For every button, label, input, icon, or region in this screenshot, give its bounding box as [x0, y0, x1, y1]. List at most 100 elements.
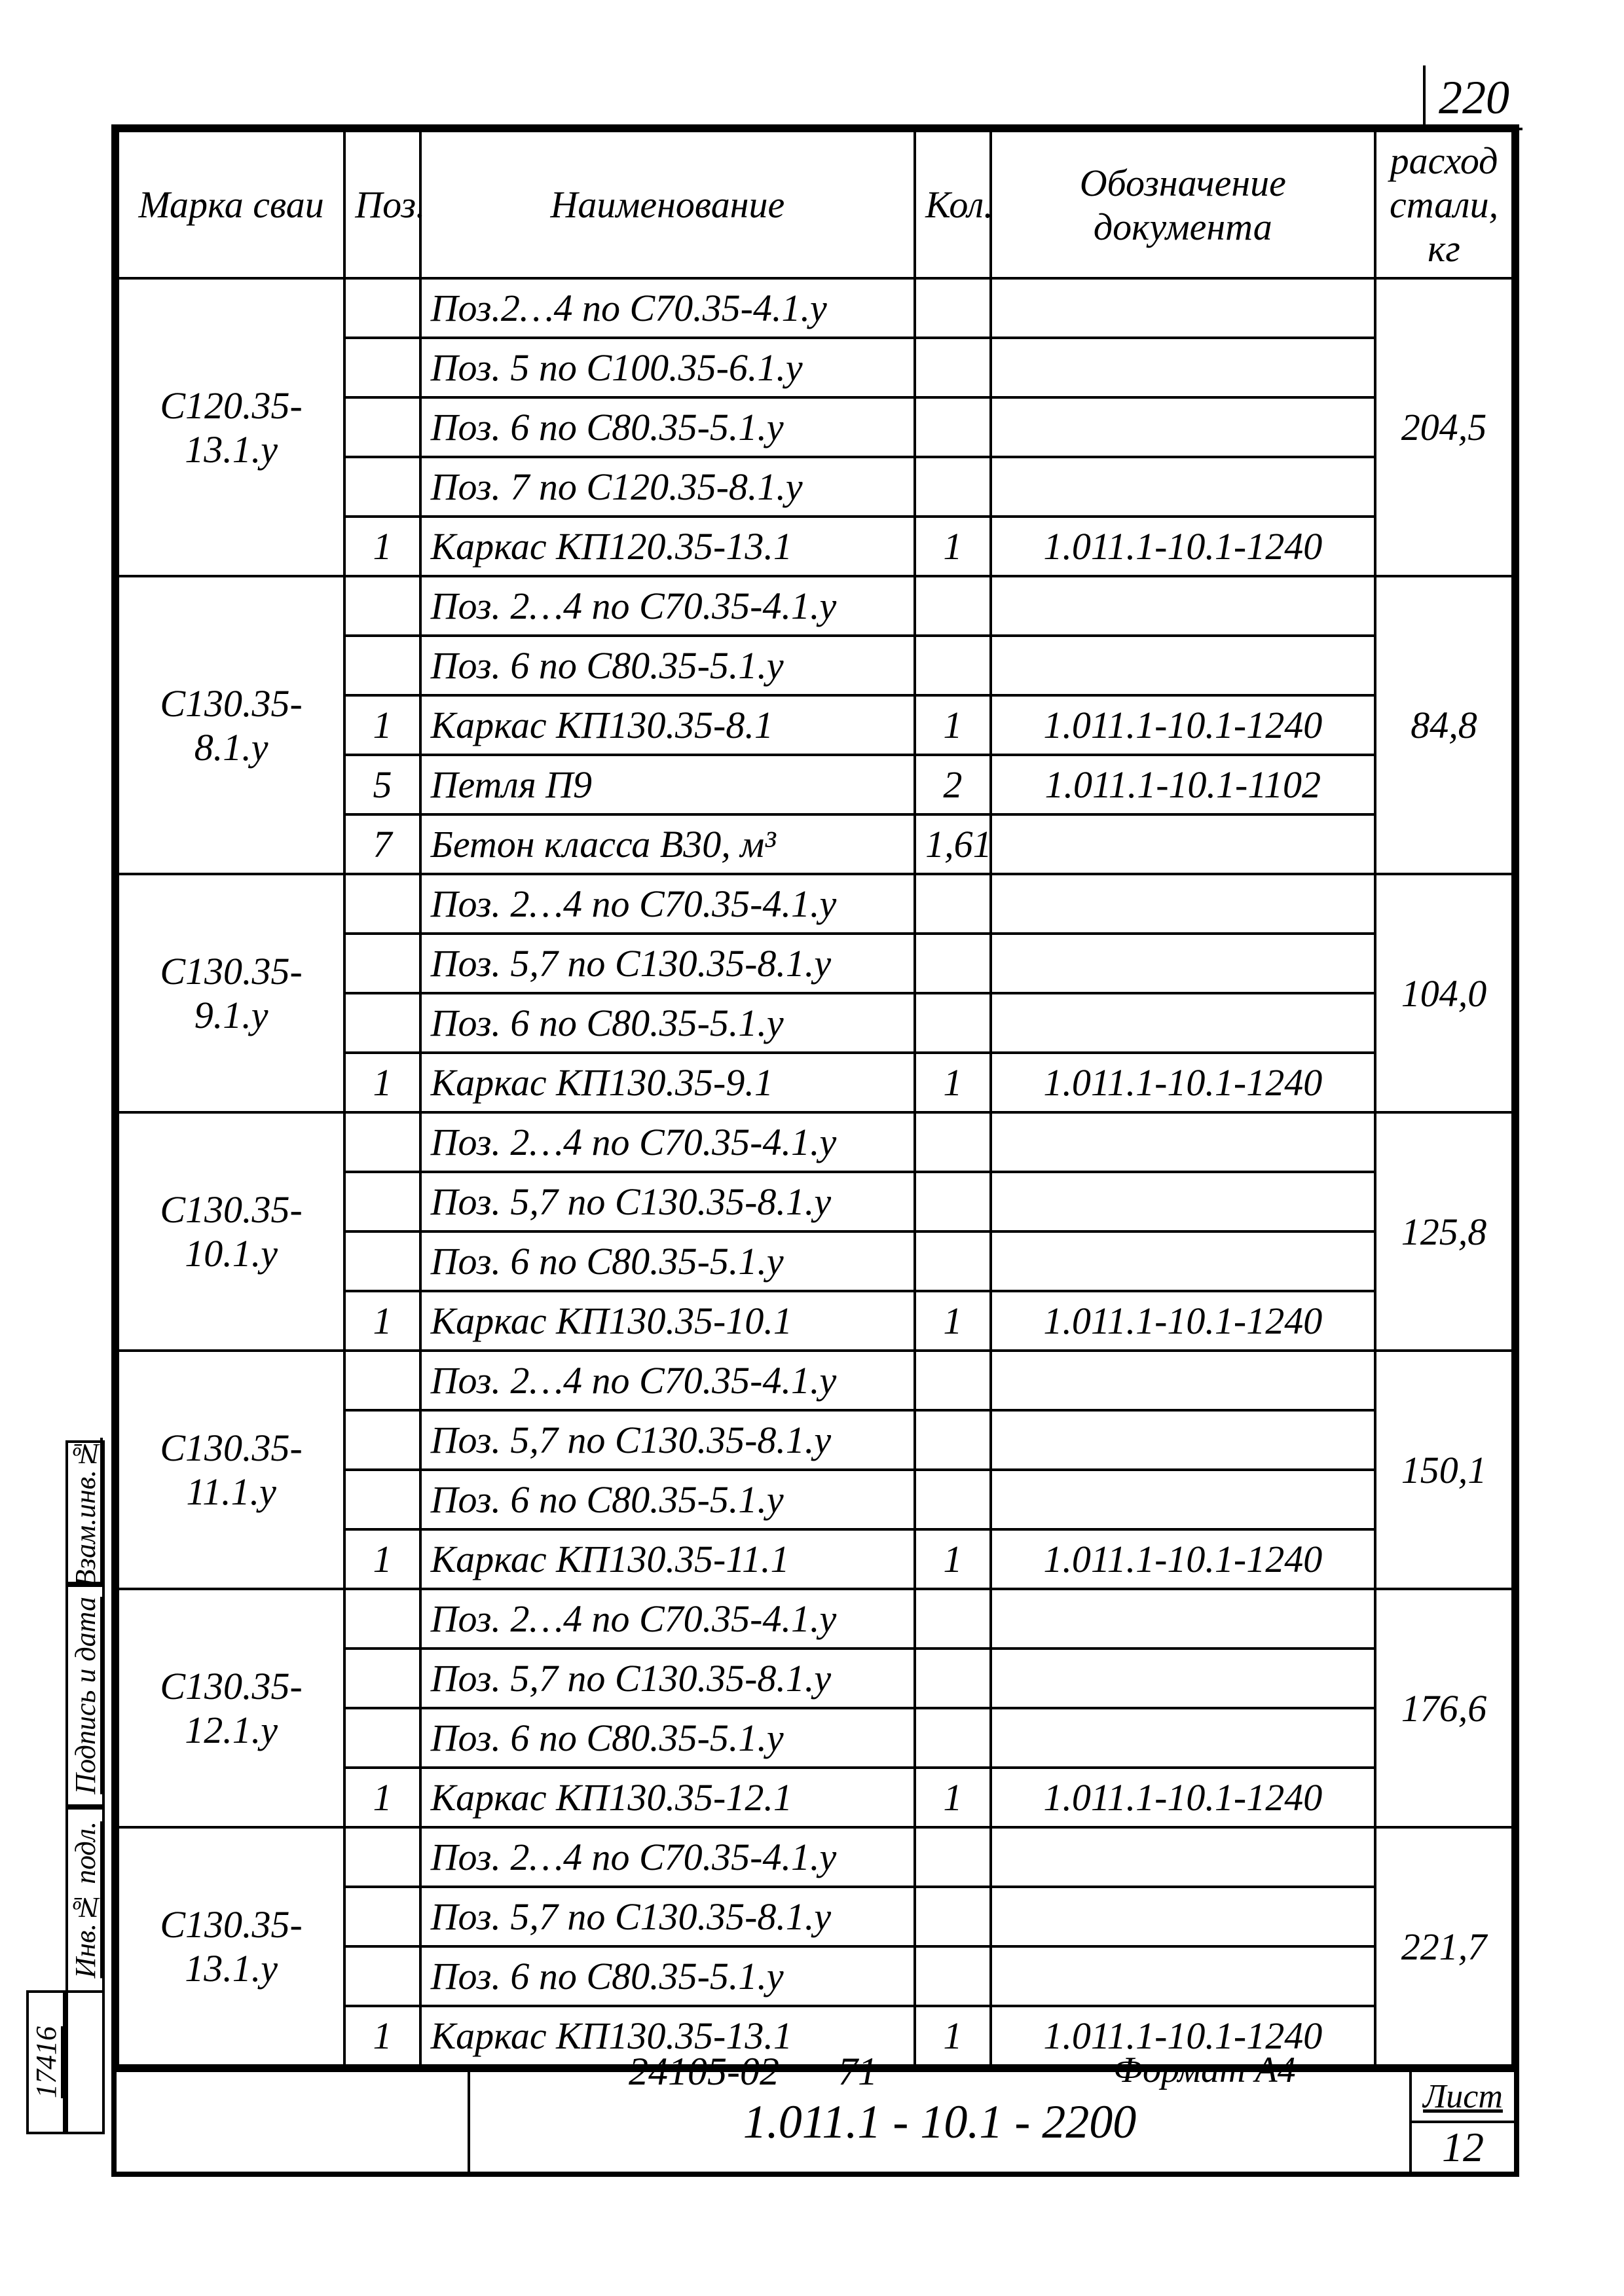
kol-cell — [915, 934, 990, 993]
kol-cell — [915, 278, 990, 338]
stamp-inv-podl: Инв.№ подл. — [65, 1807, 105, 1990]
table-row: С130.35-9.1.уПоз. 2…4 по С70.35-4.1.у104… — [118, 874, 1513, 934]
name-cell: Поз. 2…4 по С70.35-4.1.у — [420, 576, 915, 636]
poz-cell — [344, 457, 420, 517]
kol-cell — [915, 636, 990, 695]
doc-cell — [991, 576, 1376, 636]
doc-cell: 1.011.1-10.1-1240 — [991, 695, 1376, 755]
doc-cell — [991, 1649, 1376, 1708]
name-cell: Поз. 2…4 по С70.35-4.1.у — [420, 1589, 915, 1649]
header-poz: Поз. — [344, 131, 420, 278]
marka-cell: С120.35-13.1.у — [118, 278, 344, 576]
doc-cell: 1.011.1-10.1-1240 — [991, 1768, 1376, 1827]
kol-cell: 1,61 — [915, 814, 990, 874]
poz-cell: 1 — [344, 517, 420, 576]
poz-cell — [344, 1589, 420, 1649]
name-cell: Поз. 5,7 по С130.35-8.1.у — [420, 1649, 915, 1708]
poz-cell: 1 — [344, 1053, 420, 1112]
poz-cell — [344, 576, 420, 636]
header-marka: Марка сваи — [118, 131, 344, 278]
stamp-inv-value: 17416 — [26, 1990, 65, 2134]
doc-cell — [991, 1589, 1376, 1649]
stamp-inv-podl-blank — [65, 1990, 105, 2134]
kol-cell — [915, 338, 990, 397]
poz-cell — [344, 1827, 420, 1887]
kol-cell: 1 — [915, 1291, 990, 1351]
doc-cell — [991, 1708, 1376, 1768]
poz-cell — [344, 278, 420, 338]
doc-cell: 1.011.1-10.1-1240 — [991, 1053, 1376, 1112]
poz-cell: 1 — [344, 695, 420, 755]
poz-cell: 5 — [344, 755, 420, 814]
doc-cell — [991, 457, 1376, 517]
kol-cell — [915, 1589, 990, 1649]
doc-cell — [991, 1946, 1376, 2006]
kol-cell: 2 — [915, 755, 990, 814]
kol-cell — [915, 874, 990, 934]
name-cell: Поз.2…4 по С70.35-4.1.у — [420, 278, 915, 338]
title-block-stub — [117, 2072, 470, 2172]
kol-cell — [915, 1172, 990, 1231]
name-cell: Поз. 6 по С80.35-5.1.у — [420, 1470, 915, 1529]
name-cell: Поз. 2…4 по С70.35-4.1.у — [420, 1112, 915, 1172]
header-doc: Обозначение документа — [991, 131, 1376, 278]
header-row: Марка сваи Поз. Наименование Кол. Обозна… — [118, 131, 1513, 278]
kol-cell: 1 — [915, 1053, 990, 1112]
kol-cell — [915, 1351, 990, 1410]
table-row: С130.35-10.1.уПоз. 2…4 по С70.35-4.1.у12… — [118, 1112, 1513, 1172]
kol-cell — [915, 1470, 990, 1529]
kol-cell — [915, 576, 990, 636]
doc-cell: 1.011.1-10.1-1240 — [991, 1291, 1376, 1351]
kol-cell — [915, 1410, 990, 1470]
poz-cell — [344, 397, 420, 457]
name-cell: Поз. 5,7 по С130.35-8.1.у — [420, 934, 915, 993]
header-steel: расход стали, кг — [1375, 131, 1513, 278]
name-cell: Поз. 6 по С80.35-5.1.у — [420, 636, 915, 695]
doc-cell — [991, 1410, 1376, 1470]
table-row: С130.35-8.1.уПоз. 2…4 по С70.35-4.1.у84,… — [118, 576, 1513, 636]
name-cell: Каркас КП130.35-8.1 — [420, 695, 915, 755]
steel-cell: 176,6 — [1375, 1589, 1513, 1827]
doc-cell: 1.011.1-10.1-1102 — [991, 755, 1376, 814]
name-cell: Поз. 6 по С80.35-5.1.у — [420, 397, 915, 457]
kol-cell: 1 — [915, 1529, 990, 1589]
poz-cell — [344, 1112, 420, 1172]
name-cell: Поз. 6 по С80.35-5.1.у — [420, 1946, 915, 2006]
kol-cell: 1 — [915, 2006, 990, 2066]
poz-cell — [344, 1172, 420, 1231]
steel-cell: 204,5 — [1375, 278, 1513, 576]
drawing-frame: Марка сваи Поз. Наименование Кол. Обозна… — [111, 124, 1519, 2177]
stamp-vzam: Взам.инв.№ — [65, 1440, 105, 1584]
side-stamp: Взам.инв.№ Подпись и дата Инв.№ подл. 17… — [26, 1440, 105, 2134]
table-row: С120.35-13.1.уПоз.2…4 по С70.35-4.1.у204… — [118, 278, 1513, 338]
poz-cell — [344, 1946, 420, 2006]
steel-cell: 104,0 — [1375, 874, 1513, 1112]
doc-cell — [991, 1231, 1376, 1291]
doc-cell — [991, 874, 1376, 934]
poz-cell — [344, 874, 420, 934]
footer-format: Формат А4 — [1113, 2049, 1296, 2091]
name-cell: Бетон класса В30, м³ — [420, 814, 915, 874]
table-row: С130.35-13.1.уПоз. 2…4 по С70.35-4.1.у22… — [118, 1827, 1513, 1887]
name-cell: Поз. 5,7 по С130.35-8.1.у — [420, 1410, 915, 1470]
marka-cell: С130.35-10.1.у — [118, 1112, 344, 1351]
name-cell: Поз. 7 по С120.35-8.1.у — [420, 457, 915, 517]
kol-cell — [915, 1946, 990, 2006]
poz-cell — [344, 1410, 420, 1470]
page-number-top: 220 — [1423, 65, 1522, 130]
name-cell: Каркас КП120.35-13.1 — [420, 517, 915, 576]
header-name: Наименование — [420, 131, 915, 278]
steel-cell: 150,1 — [1375, 1351, 1513, 1589]
doc-cell — [991, 338, 1376, 397]
name-cell: Поз. 2…4 по С70.35-4.1.у — [420, 874, 915, 934]
kol-cell — [915, 1231, 990, 1291]
poz-cell — [344, 636, 420, 695]
name-cell: Поз. 2…4 по С70.35-4.1.у — [420, 1351, 915, 1410]
footer-code: 24105-0271 — [629, 2049, 877, 2094]
doc-cell — [991, 993, 1376, 1053]
name-cell: Каркас КП130.35-12.1 — [420, 1768, 915, 1827]
marka-cell: С130.35-13.1.у — [118, 1827, 344, 2066]
kol-cell — [915, 1887, 990, 1946]
poz-cell: 1 — [344, 2006, 420, 2066]
marka-cell: С130.35-9.1.у — [118, 874, 344, 1112]
